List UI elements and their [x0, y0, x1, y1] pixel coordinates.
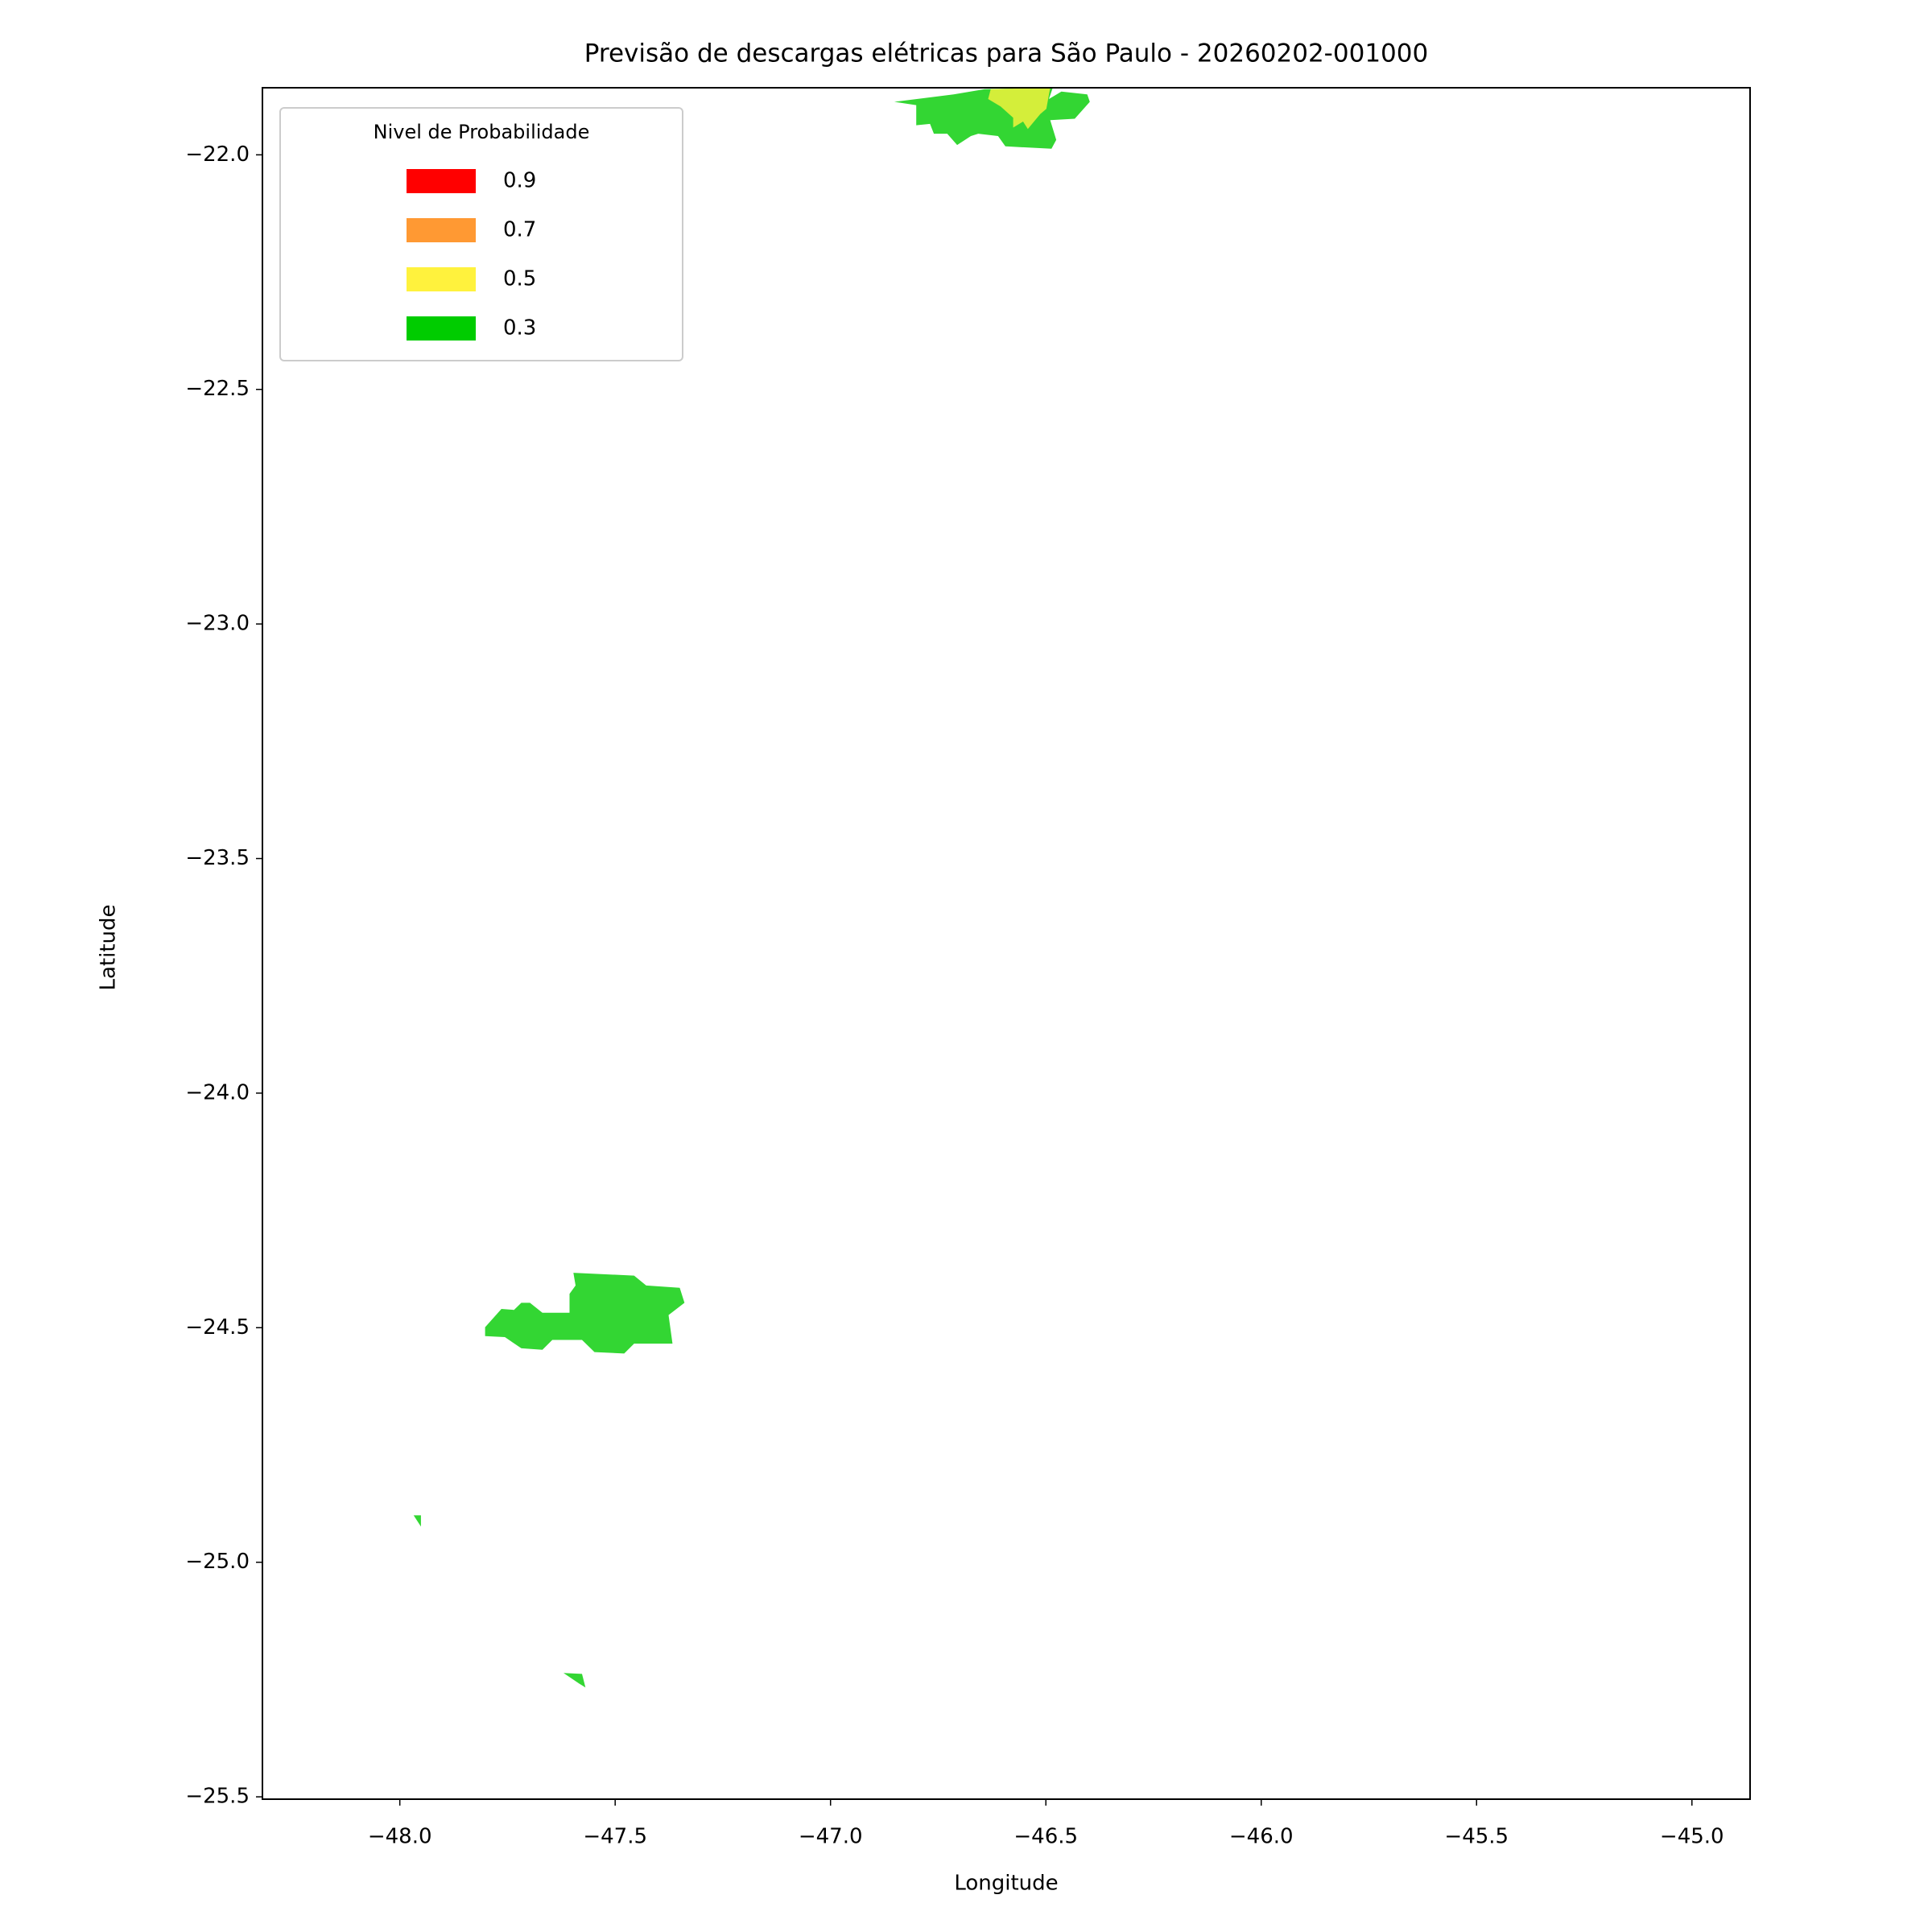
contour-region	[413, 1515, 421, 1527]
y-tick-label: −22.0	[185, 142, 250, 167]
legend-swatch	[407, 316, 476, 341]
legend-label: 0.7	[503, 218, 536, 242]
x-tick-label: −46.5	[1013, 1825, 1078, 1849]
legend-title: Nivel de Probabilidade	[374, 121, 590, 143]
legend-label: 0.3	[503, 316, 536, 341]
legend: Nivel de Probabilidade 0.9 0.7 0.5 0.3	[279, 107, 683, 361]
legend-label: 0.5	[503, 267, 536, 291]
y-tick-label: −25.0	[185, 1550, 250, 1574]
legend-label: 0.9	[503, 169, 536, 193]
x-tick-label: −45.5	[1444, 1825, 1509, 1849]
legend-swatch	[407, 218, 476, 242]
y-axis-label: Latitude	[97, 904, 121, 990]
x-axis-label: Longitude	[954, 1872, 1058, 1896]
legend-box	[279, 107, 683, 361]
legend-swatch	[407, 169, 476, 193]
y-tick-label: −24.0	[185, 1080, 250, 1104]
x-tick-label: −45.0	[1660, 1825, 1724, 1849]
x-tick-label: −47.0	[799, 1825, 863, 1849]
y-tick-label: −22.5	[185, 377, 250, 401]
chart-title: Previsão de descargas elétricas para São…	[584, 39, 1428, 68]
y-tick-label: −23.0	[185, 612, 250, 636]
y-tick-label: −25.5	[185, 1785, 250, 1809]
x-tick-label: −48.0	[368, 1825, 432, 1849]
axes-frame	[262, 87, 1751, 1800]
x-tick-label: −47.5	[583, 1825, 647, 1849]
y-tick-label: −24.5	[185, 1315, 250, 1340]
x-tick-label: −46.0	[1229, 1825, 1294, 1849]
plot-area	[413, 88, 1090, 1688]
y-tick-label: −23.5	[185, 846, 250, 870]
contour-region	[485, 1273, 685, 1354]
legend-swatch	[407, 267, 476, 291]
contour-region	[564, 1673, 586, 1688]
contour-region	[988, 88, 1051, 130]
